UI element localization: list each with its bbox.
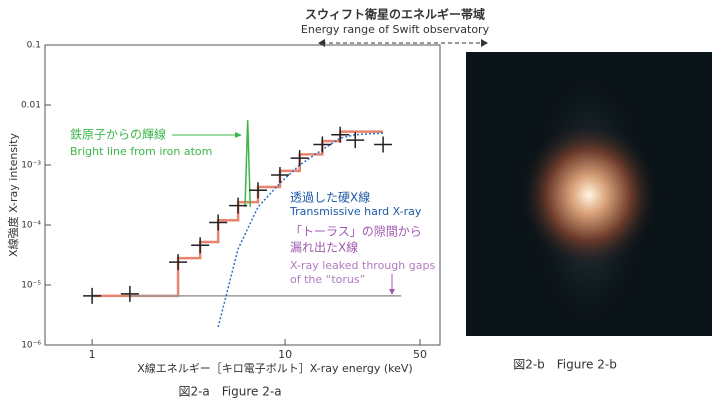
x-label: X線エネルギー［キロ電子ボルト］X-ray energy (keV) [137, 361, 412, 375]
data-point [271, 167, 289, 183]
y-tick-label: 10⁻³ [21, 161, 41, 171]
annotation: Bright line from iron atom [70, 145, 212, 158]
y-tick-label: 10⁻⁵ [21, 281, 41, 291]
data-point [83, 288, 101, 304]
annotation: of the “torus” [290, 273, 365, 286]
plot-frame [45, 45, 440, 345]
annotation: 鉄原子からの輝線 [70, 127, 166, 142]
annotation: 「トーラス」の隙間から [290, 225, 422, 239]
data-point [249, 182, 267, 198]
x-tick-label: 10 [278, 348, 292, 361]
annotation: X-ray leaked through gaps [290, 259, 435, 272]
data-point [374, 136, 392, 152]
arrow-head [389, 289, 395, 295]
caption-b: 図2-b Figure 2-b [513, 358, 617, 372]
y-tick-label: 10⁻⁶ [21, 341, 41, 351]
data-point [169, 254, 187, 270]
header-title: スウィフト衛星のエネルギー帯域 [305, 7, 485, 22]
annotation: Transmissive hard X-ray [289, 205, 422, 218]
y-tick-label: 0.01 [21, 101, 41, 111]
series-line [245, 120, 250, 207]
image-core [519, 120, 659, 270]
data-point [121, 286, 139, 302]
data-point [313, 136, 331, 152]
annotation: 漏れ出たX線 [290, 240, 358, 255]
x-tick-label: 50 [413, 348, 427, 361]
arrow-head [235, 132, 242, 138]
y-tick-label: 10⁻⁴ [21, 221, 41, 231]
header-subtitle: Energy range of Swift observatory [301, 23, 490, 36]
figure: スウィフト衛星のエネルギー帯域 Energy range of Swift ob… [0, 0, 720, 402]
x-tick-label: 1 [89, 348, 96, 361]
y-label: X線強度 X-ray intensity [6, 133, 20, 257]
y-tick-label: 0.1 [27, 41, 41, 51]
annotation: 透過した硬X線 [290, 190, 370, 205]
caption-a: 図2-a Figure 2-a [178, 385, 281, 399]
data-point [229, 198, 247, 214]
data-point [209, 215, 227, 231]
data-point [191, 237, 209, 253]
data-point [291, 150, 309, 166]
